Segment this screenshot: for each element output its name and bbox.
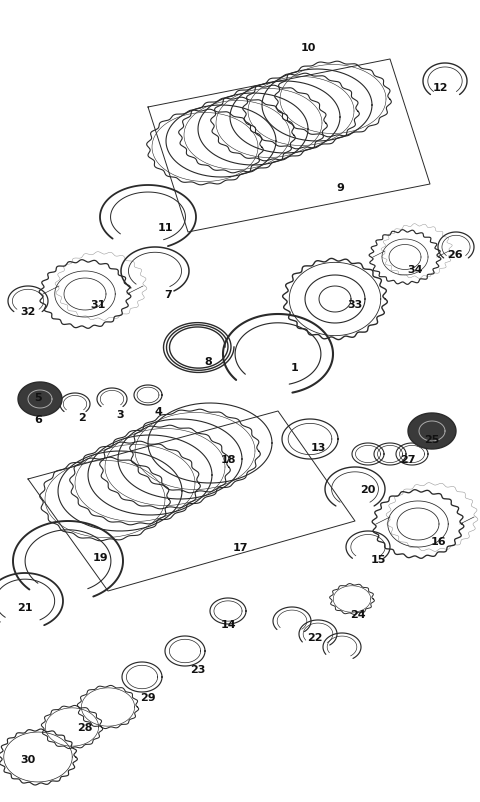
Text: 6: 6: [34, 415, 42, 424]
Text: 17: 17: [232, 542, 248, 553]
Text: 12: 12: [432, 83, 448, 93]
Text: 22: 22: [307, 632, 323, 642]
Text: 2: 2: [78, 412, 86, 423]
Text: 31: 31: [90, 300, 106, 310]
Text: 7: 7: [164, 290, 172, 300]
Text: 32: 32: [20, 306, 36, 317]
Text: 4: 4: [154, 407, 162, 416]
Text: 9: 9: [336, 183, 344, 192]
Text: 1: 1: [291, 363, 299, 373]
Text: 16: 16: [430, 537, 446, 546]
Text: 25: 25: [424, 435, 440, 444]
Text: 18: 18: [220, 455, 236, 464]
Text: 30: 30: [20, 754, 36, 764]
Text: 28: 28: [77, 722, 93, 732]
Polygon shape: [408, 414, 456, 449]
Text: 26: 26: [447, 249, 463, 260]
Text: 29: 29: [140, 692, 156, 702]
Text: 19: 19: [92, 553, 108, 562]
Text: 3: 3: [116, 410, 124, 419]
Polygon shape: [18, 383, 62, 416]
Text: 14: 14: [220, 619, 236, 630]
Text: 27: 27: [400, 455, 416, 464]
Text: 5: 5: [34, 392, 42, 403]
Text: 23: 23: [190, 664, 206, 674]
Text: 33: 33: [348, 300, 362, 310]
Text: 13: 13: [310, 443, 326, 452]
Text: 11: 11: [157, 223, 173, 233]
Text: 21: 21: [17, 602, 33, 612]
Text: 8: 8: [204, 357, 212, 367]
Text: 20: 20: [360, 484, 376, 494]
Text: 10: 10: [300, 43, 316, 53]
Text: 24: 24: [350, 610, 366, 619]
Text: 15: 15: [370, 554, 386, 565]
Text: 34: 34: [407, 265, 423, 274]
